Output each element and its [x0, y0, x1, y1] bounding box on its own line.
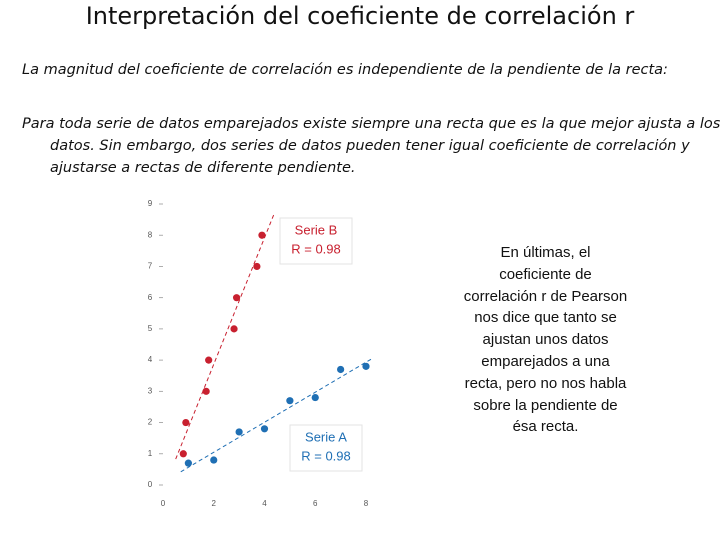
x-tick-label: 8	[364, 499, 369, 508]
legend-annotation: R = 0.98	[301, 448, 351, 463]
legend-box	[279, 217, 353, 265]
data-point	[286, 397, 294, 405]
y-tick-label: 7	[148, 262, 153, 271]
data-point	[253, 262, 261, 271]
data-point	[337, 365, 345, 374]
data-point	[235, 428, 243, 436]
y-tick-label: 0	[148, 480, 153, 489]
y-tick-label: 6	[148, 293, 153, 302]
y-tick-label: 9	[148, 199, 153, 208]
data-point	[202, 387, 210, 395]
legend-label: Serie B	[295, 222, 338, 237]
data-point	[258, 231, 266, 239]
y-tick-label: 2	[148, 418, 153, 427]
x-tick-label: 2	[212, 499, 217, 508]
side-note: En últimas, el coeficiente de correlació…	[463, 244, 628, 436]
data-point	[182, 418, 190, 427]
y-tick-label: 5	[148, 324, 153, 333]
paragraph: Para toda serie de datos emparejados exi…	[22, 116, 720, 176]
y-tick-label: 1	[148, 449, 153, 458]
data-point	[362, 362, 370, 370]
x-tick-label: 6	[313, 499, 318, 508]
data-point	[184, 459, 192, 467]
x-tick-label: 4	[262, 499, 267, 508]
slide-title: Interpretación del coeficiente de correl…	[85, 2, 635, 30]
legend-box	[289, 424, 363, 472]
x-tick-label: 0	[161, 499, 166, 508]
trend-line	[180, 357, 373, 473]
legend-label: Serie A	[305, 429, 347, 444]
data-point	[311, 393, 319, 402]
data-point	[232, 294, 241, 302]
trend-line	[175, 212, 276, 460]
paragraph: La magnitud del coeficiente de correlaci…	[22, 62, 668, 78]
data-point	[230, 325, 238, 333]
data-point	[260, 425, 269, 433]
data-point	[210, 456, 218, 464]
chart: 0 1 2 3 4 5 6 7 8 9 0 2 4 6 8 Serie B R = 0.98 Serie A R =…	[148, 199, 373, 508]
legend-annotation: R = 0.98	[291, 241, 341, 256]
plot-area	[175, 212, 373, 473]
y-tick-label: 3	[148, 386, 153, 395]
data-point	[179, 450, 187, 458]
data-point	[205, 356, 213, 364]
y-tick-label: 4	[148, 355, 153, 364]
y-tick-label: 8	[148, 230, 153, 239]
